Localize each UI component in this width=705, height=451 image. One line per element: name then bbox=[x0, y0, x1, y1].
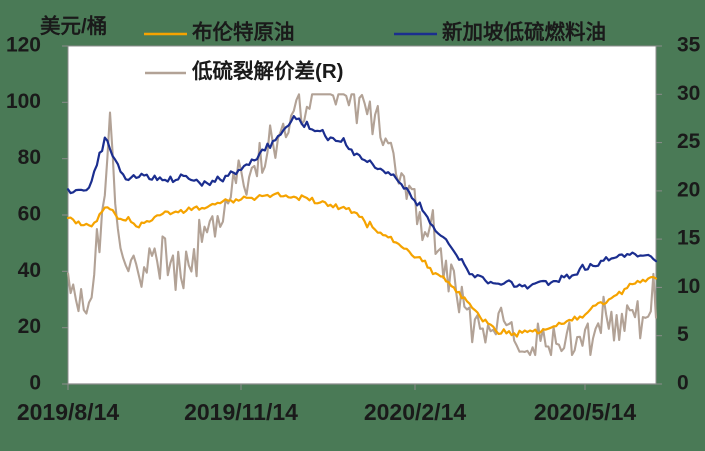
svg-text:15: 15 bbox=[677, 227, 701, 250]
svg-text:60: 60 bbox=[18, 203, 41, 226]
svg-text:2020/2/14: 2020/2/14 bbox=[364, 399, 467, 425]
svg-text:30: 30 bbox=[677, 82, 700, 105]
svg-text:低硫裂解价差(R): 低硫裂解价差(R) bbox=[191, 59, 343, 83]
svg-text:10: 10 bbox=[677, 275, 700, 298]
svg-text:120: 120 bbox=[6, 34, 41, 57]
svg-text:100: 100 bbox=[6, 90, 41, 113]
svg-text:2020/5/14: 2020/5/14 bbox=[534, 399, 637, 425]
svg-text:35: 35 bbox=[677, 34, 701, 57]
svg-text:20: 20 bbox=[18, 315, 41, 338]
svg-text:新加坡低硫燃料油: 新加坡低硫燃料油 bbox=[442, 20, 606, 44]
svg-text:布伦特原油: 布伦特原油 bbox=[192, 20, 295, 44]
svg-text:40: 40 bbox=[18, 259, 41, 282]
svg-text:0: 0 bbox=[29, 372, 41, 395]
svg-text:2019/8/14: 2019/8/14 bbox=[17, 399, 120, 425]
svg-text:2019/11/14: 2019/11/14 bbox=[184, 399, 298, 425]
svg-text:美元/桶: 美元/桶 bbox=[40, 14, 107, 38]
svg-text:5: 5 bbox=[677, 323, 689, 346]
svg-text:80: 80 bbox=[18, 146, 41, 169]
svg-text:25: 25 bbox=[677, 130, 701, 153]
svg-text:20: 20 bbox=[677, 178, 700, 201]
svg-text:0: 0 bbox=[677, 372, 689, 395]
